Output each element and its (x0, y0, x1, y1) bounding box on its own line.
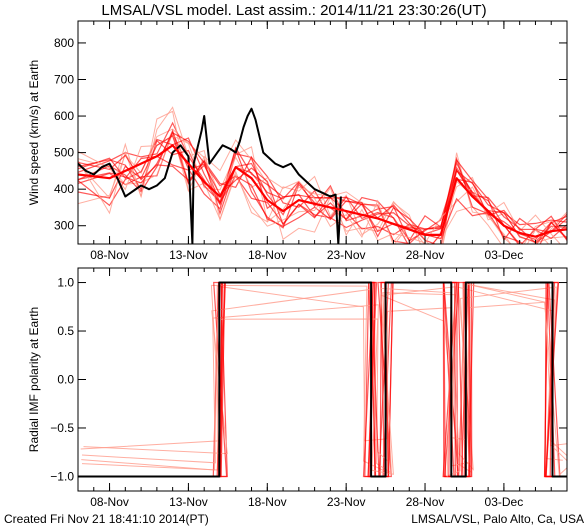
ensemble-member-line (78, 106, 550, 244)
footer-created: Created Fri Nov 21 18:41:10 2014(PT) (4, 512, 209, 526)
ensemble-member-line (80, 284, 563, 474)
imf-polarity-panel: 08-Nov 13-Nov 18-Nov 23-Nov 28-Nov 03-Dec 1.0 0… (27, 267, 568, 509)
footer-credit: LMSAL/VSL, Palo Alto, Ca, USA (411, 512, 584, 526)
y-tick-label: 300 (54, 219, 74, 233)
ensemble-member-line (78, 128, 567, 244)
x-tick-label: 03-Dec (485, 495, 524, 509)
y-tick-label: 800 (54, 36, 74, 50)
x-tick-label: 28-Nov (406, 248, 445, 262)
x-tick-label: 18-Nov (248, 248, 287, 262)
polarity-line (78, 281, 567, 478)
y-axis-label: Radial IMF polarity at Earth (27, 307, 41, 452)
x-tick-label: 23-Nov (327, 248, 366, 262)
y-tick-label: 500 (54, 146, 74, 160)
x-tick-label: 08-Nov (90, 248, 129, 262)
ensemble-member-line (81, 284, 567, 474)
ensemble-member-line (78, 131, 567, 234)
y-axis-label: Wind speed (km/s) at Earth (27, 60, 41, 205)
y-tick-label: −0.5 (50, 421, 74, 435)
y-tick-label: 400 (54, 182, 74, 196)
x-tick-label: 13-Nov (169, 248, 208, 262)
x-tick-label: 08-Nov (90, 495, 129, 509)
x-tick-label: 03-Dec (485, 248, 524, 262)
y-tick-label: 700 (54, 72, 74, 86)
x-tick-label: 13-Nov (169, 495, 208, 509)
y-tick-label: −1.0 (50, 469, 74, 483)
ensemble-member-line (81, 282, 567, 477)
model-speed-line (78, 144, 567, 238)
axis-frame (77, 20, 568, 245)
wind-speed-panel: 08-Nov 13-Nov 18-Nov 23-Nov 28-Nov 03-Dec 300 4… (27, 20, 568, 262)
x-tick-label: 18-Nov (248, 495, 287, 509)
chart-title: LMSAL/VSL model. Last assim.: 2014/11/21… (101, 2, 486, 19)
ensemble-member-line (78, 155, 567, 242)
x-tick-label: 23-Nov (327, 495, 366, 509)
observed-speed-line (78, 107, 342, 244)
x-tick-label: 28-Nov (406, 495, 445, 509)
y-tick-label: 0.0 (57, 373, 74, 387)
y-tick-label: 600 (54, 109, 74, 123)
ensemble-member-line (81, 286, 567, 474)
y-tick-label: 1.0 (57, 276, 74, 290)
y-tick-label: 0.5 (57, 324, 74, 338)
